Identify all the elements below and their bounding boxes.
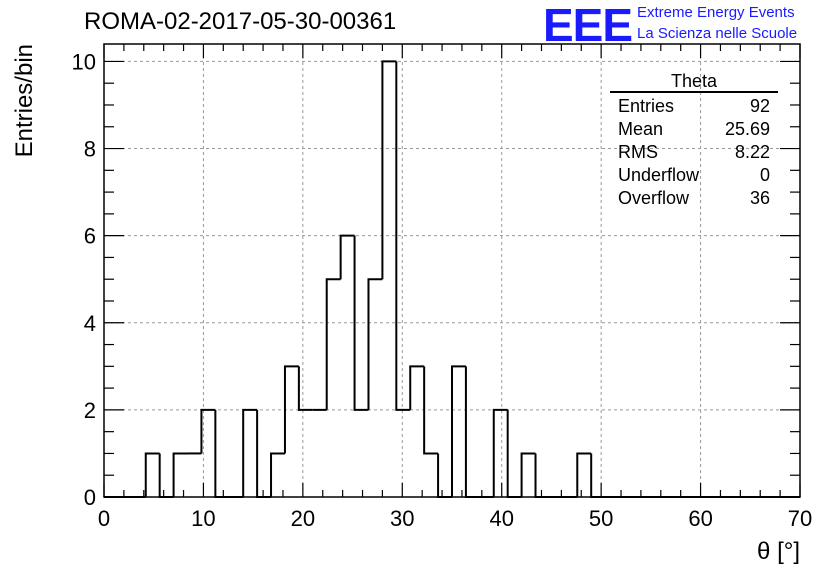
histogram-bin bbox=[256, 409, 272, 498]
histogram-bin bbox=[172, 452, 188, 497]
logo-subtitle-2: La Scienza nelle Scuole bbox=[637, 25, 798, 42]
histogram-bin bbox=[464, 366, 480, 498]
histogram-bin bbox=[158, 453, 174, 498]
y-tick-label: 8 bbox=[84, 137, 96, 162]
histogram-bin bbox=[242, 408, 258, 497]
stats-row-underflow: Underflow 0 bbox=[610, 164, 778, 187]
histogram-bin bbox=[297, 366, 313, 411]
y-tick-label: 10 bbox=[72, 49, 96, 74]
stats-value: 36 bbox=[749, 188, 770, 208]
stats-label: Mean bbox=[618, 119, 664, 139]
stats-row-rms: RMS 8.22 bbox=[610, 141, 778, 164]
eee-logo: EEE bbox=[543, 0, 633, 51]
x-tick-label: 0 bbox=[98, 506, 110, 531]
histogram-bin bbox=[325, 278, 341, 410]
axis-labels: 0 10 20 30 40 50 60 70 0 2 4 6 8 10 θ [°] Entries/bin bbox=[11, 44, 812, 565]
histogram-bin bbox=[534, 453, 550, 498]
histogram-bin bbox=[437, 453, 452, 498]
histogram-bin bbox=[409, 365, 425, 410]
histogram-bin bbox=[270, 452, 285, 497]
stats-value: 92 bbox=[749, 96, 770, 116]
histogram-bin bbox=[381, 60, 397, 280]
histogram-bin bbox=[353, 235, 369, 411]
histogram-bin bbox=[492, 408, 508, 497]
histogram-bin bbox=[576, 452, 592, 497]
stats-label: Entries bbox=[618, 96, 675, 116]
axes bbox=[103, 43, 801, 498]
x-tick-label: 60 bbox=[688, 506, 712, 531]
histogram-bin bbox=[200, 408, 216, 454]
plot-frame bbox=[103, 43, 801, 498]
y-tick-label: 6 bbox=[84, 224, 96, 249]
x-tick-label: 70 bbox=[788, 506, 812, 531]
stats-value: 25.69 bbox=[724, 119, 770, 139]
stats-label: Overflow bbox=[618, 188, 690, 208]
stats-title: Theta bbox=[610, 72, 778, 93]
stats-value: 0 bbox=[759, 165, 770, 185]
stats-row-entries: Entries 92 bbox=[610, 95, 778, 118]
histogram-bin bbox=[451, 365, 466, 497]
histogram-bin bbox=[144, 452, 160, 497]
stats-box: Theta Entries 92 Mean 25.69 RMS 8.22 Und… bbox=[610, 72, 778, 210]
stats-value: 8.22 bbox=[734, 142, 770, 162]
histogram-bin bbox=[395, 61, 411, 411]
histogram-bin bbox=[506, 409, 522, 498]
y-tick-label: 0 bbox=[84, 485, 96, 510]
y-axis-title: Entries/bin bbox=[11, 44, 38, 157]
histogram-bin bbox=[283, 365, 299, 454]
histogram-bin bbox=[367, 278, 383, 410]
histogram-bin bbox=[214, 409, 230, 498]
x-tick-label: 10 bbox=[191, 506, 215, 531]
histogram-bin bbox=[423, 366, 439, 455]
histogram-bin bbox=[520, 452, 536, 497]
histogram-bin bbox=[590, 453, 606, 498]
stats-label: RMS bbox=[618, 142, 658, 162]
x-tick-label: 20 bbox=[291, 506, 315, 531]
stats-label: Underflow bbox=[618, 165, 700, 185]
logo-subtitle-1: Extreme Energy Events bbox=[637, 4, 795, 21]
x-axis-title: θ [°] bbox=[757, 538, 800, 565]
x-tick-label: 40 bbox=[489, 506, 513, 531]
y-tick-label: 4 bbox=[84, 311, 96, 336]
x-tick-label: 50 bbox=[589, 506, 613, 531]
y-tick-label: 2 bbox=[84, 398, 96, 423]
histogram-bin bbox=[339, 234, 355, 280]
x-tick-label: 30 bbox=[390, 506, 414, 531]
chart-title: ROMA-02-2017-05-30-00361 bbox=[84, 8, 397, 35]
stats-row-overflow: Overflow 36 bbox=[610, 187, 778, 210]
stats-row-mean: Mean 25.69 bbox=[610, 118, 778, 141]
